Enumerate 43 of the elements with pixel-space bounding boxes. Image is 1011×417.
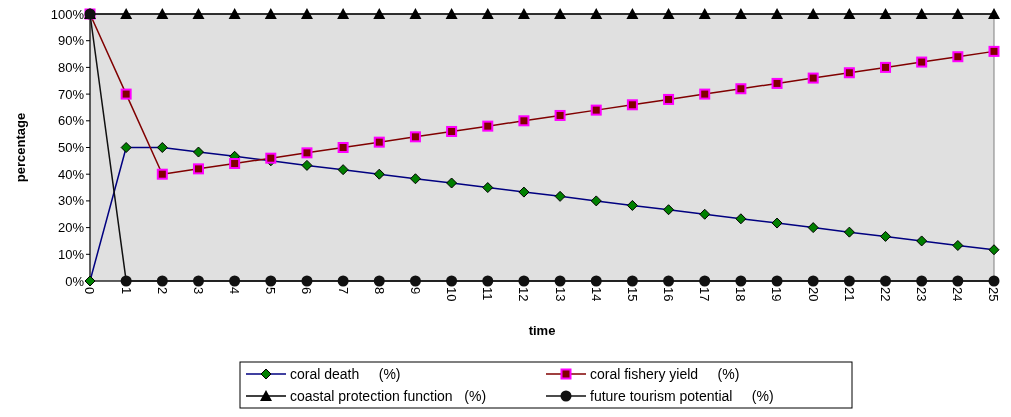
y-tick-label: 40% bbox=[57, 166, 85, 182]
x-tick-label: 13 bbox=[552, 287, 568, 302]
y-tick-label: 60% bbox=[57, 113, 85, 129]
x-tick-label: 6 bbox=[299, 287, 315, 295]
x-tick-label: 22 bbox=[877, 287, 893, 302]
legend-label: future tourism potential (%) bbox=[590, 387, 774, 404]
x-tick-label: 1 bbox=[118, 287, 134, 295]
y-tick-label: 10% bbox=[57, 246, 85, 262]
y-tick-label: 90% bbox=[57, 33, 85, 49]
legend-label: coral death (%) bbox=[290, 365, 401, 382]
x-tick-label: 3 bbox=[190, 287, 206, 295]
y-tick-label: 30% bbox=[57, 193, 85, 209]
x-tick-label: 18 bbox=[733, 287, 749, 302]
x-tick-label: 4 bbox=[227, 287, 243, 295]
x-tick-label: 17 bbox=[697, 287, 713, 302]
x-tick-label: 25 bbox=[986, 287, 1002, 302]
x-tick-label: 21 bbox=[841, 287, 857, 302]
x-tick-label: 14 bbox=[588, 287, 604, 302]
y-tick-label: 0% bbox=[65, 273, 85, 289]
x-tick-label: 12 bbox=[516, 287, 532, 302]
x-tick-label: 9 bbox=[407, 287, 423, 295]
x-axis-title: time bbox=[528, 323, 556, 338]
y-axis-title: percentage bbox=[12, 112, 28, 183]
x-tick-label: 16 bbox=[661, 287, 677, 302]
x-tick-label: 5 bbox=[263, 287, 279, 295]
x-tick-label: 11 bbox=[480, 287, 496, 301]
y-tick-label: 80% bbox=[57, 59, 85, 75]
y-tick-label: 70% bbox=[57, 86, 85, 102]
x-tick-label: 23 bbox=[914, 287, 930, 302]
x-tick-label: 15 bbox=[624, 287, 640, 302]
y-tick-label: 50% bbox=[57, 140, 85, 156]
legend-label: coral fishery yield (%) bbox=[590, 365, 740, 382]
x-tick-label: 8 bbox=[371, 287, 387, 295]
x-tick-label: 7 bbox=[335, 287, 351, 295]
x-tick-label: 20 bbox=[805, 287, 821, 302]
y-tick-label: 20% bbox=[57, 220, 85, 236]
x-tick-label: 2 bbox=[154, 287, 170, 295]
x-tick-label: 19 bbox=[769, 287, 785, 302]
legend-label: coastal protection function (%) bbox=[290, 387, 487, 404]
x-tick-label: 0 bbox=[82, 287, 98, 295]
x-tick-label: 24 bbox=[950, 287, 966, 302]
x-tick-label: 10 bbox=[444, 287, 460, 302]
y-tick-label: 100% bbox=[50, 6, 85, 22]
